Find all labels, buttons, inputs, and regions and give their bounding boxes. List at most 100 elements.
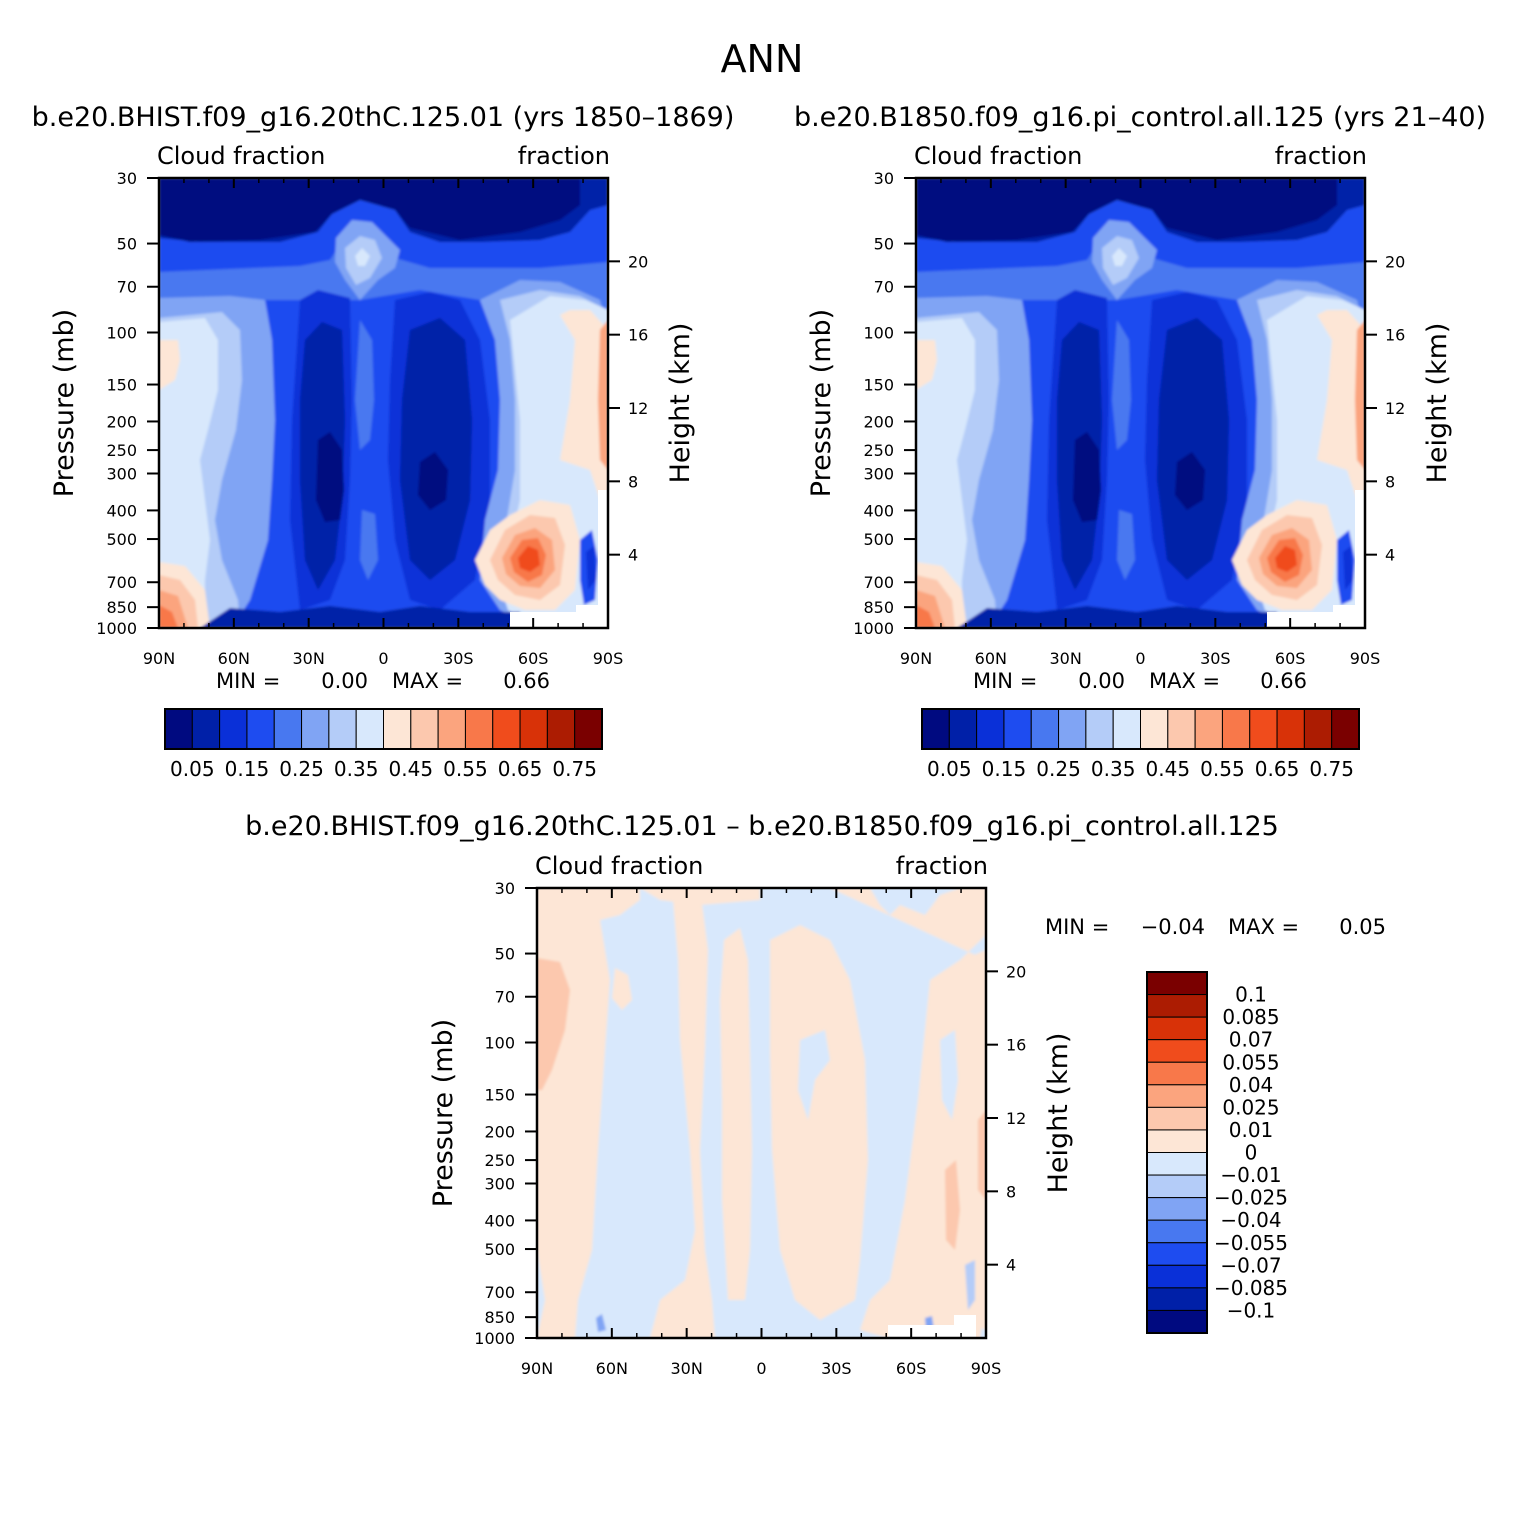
colorbar-swatch <box>1003 708 1032 750</box>
right-y-label-right: Height (km) <box>1422 323 1453 484</box>
x-tick-label: 0 <box>378 649 388 668</box>
y-right-tick-label: 20 <box>1006 962 1026 981</box>
colorbar-swatch <box>1058 708 1087 750</box>
colorbar-swatch <box>976 708 1005 750</box>
y-tick-label: 500 <box>863 530 894 549</box>
diff-axes: 90N 60N 30N 0 30S 60S 90S 30 50 70 100 150 200 250 300… <box>474 879 1026 1378</box>
y-tick-label: 50 <box>874 235 894 254</box>
left-max-value: 0.66 <box>503 669 550 693</box>
colorbar-swatch <box>1146 1197 1208 1221</box>
y-tick-label: 700 <box>106 573 137 592</box>
colorbar-swatch <box>1146 1016 1208 1041</box>
difference-panel-title: b.e20.BHIST.f09_g16.20thC.125.01 – b.e20… <box>245 811 1279 842</box>
colorbar-swatch <box>355 708 384 750</box>
colorbar-swatch <box>1146 1309 1208 1334</box>
y-tick-label: 70 <box>495 988 515 1007</box>
diff-max-label: MAX = <box>1228 915 1299 939</box>
colorbar-swatch <box>328 708 357 750</box>
x-tick-label: 90S <box>593 649 624 668</box>
left-units-label: fraction <box>518 142 610 170</box>
y-tick-label: 1000 <box>853 619 894 638</box>
colorbar-label: −0.04 <box>1220 1208 1281 1232</box>
y-tick-label: 150 <box>863 376 894 395</box>
colorbar-label: 0.055 <box>1222 1050 1279 1074</box>
y-tick-label: 200 <box>863 412 894 431</box>
diff-contour-field <box>537 888 986 1338</box>
x-tick-label: 90N <box>143 649 175 668</box>
diff-units-label: fraction <box>896 852 988 880</box>
y-tick-label: 500 <box>106 530 137 549</box>
colorbar-swatch <box>219 708 248 750</box>
y-tick-label: 700 <box>484 1283 515 1302</box>
colorbar-label: 0.55 <box>1200 757 1245 781</box>
right-variable-label: Cloud fraction <box>914 142 1082 170</box>
y-right-tick-label: 4 <box>1006 1256 1016 1275</box>
colorbar-label: 0.35 <box>1091 757 1136 781</box>
left-axes: 90N 60N 30N 0 30S 60S 90S 30 50 70 100 150 200 250 300… <box>96 169 648 668</box>
y-tick-label: 850 <box>106 598 137 617</box>
colorbar-swatch <box>492 708 521 750</box>
y-tick-label: 30 <box>117 169 137 188</box>
x-tick-label: 0 <box>1135 649 1145 668</box>
diff-max-value: 0.05 <box>1339 915 1386 939</box>
y-tick-label: 400 <box>484 1211 515 1230</box>
colorbar-label: −0.07 <box>1220 1253 1281 1277</box>
colorbar-swatch <box>1194 708 1223 750</box>
y-tick-label: 250 <box>863 441 894 460</box>
diff-min-value: −0.04 <box>1141 915 1205 939</box>
y-tick-label: 300 <box>863 464 894 483</box>
colorbar-swatch <box>921 708 950 750</box>
y-tick-label: 30 <box>495 879 515 898</box>
left-panel: Cloud fraction fraction <box>49 142 696 781</box>
diff-colorbar: 0.10.0850.070.0550.040.0250.010−0.01−0.0… <box>1146 971 1288 1334</box>
y-tick-label: 1000 <box>474 1329 515 1348</box>
y-right-tick-label: 8 <box>1006 1182 1016 1201</box>
colorbar-label: 0.15 <box>225 757 270 781</box>
colorbar-label: 0.01 <box>1229 1118 1274 1142</box>
right-min-value: 0.00 <box>1078 669 1125 693</box>
y-tick-label: 70 <box>874 278 894 297</box>
colorbar-swatch <box>1146 1287 1208 1311</box>
y-right-tick-label: 16 <box>628 326 648 345</box>
y-tick-label: 30 <box>874 169 894 188</box>
x-tick-label: 90N <box>900 649 932 668</box>
colorbar-label: −0.01 <box>1220 1163 1281 1187</box>
colorbar-swatch <box>464 708 494 750</box>
y-tick-label: 850 <box>484 1308 515 1327</box>
colorbar-label: 0.07 <box>1229 1028 1274 1052</box>
colorbar-swatch <box>519 708 548 750</box>
colorbar-swatch <box>383 708 412 750</box>
colorbar-label: 0 <box>1245 1141 1258 1165</box>
colorbar-swatch <box>574 708 603 750</box>
y-right-tick-label: 4 <box>628 546 638 565</box>
x-tick-label: 60N <box>975 649 1007 668</box>
x-tick-label: 90S <box>971 1359 1002 1378</box>
x-tick-label: 60S <box>518 649 549 668</box>
colorbar-label: 0.45 <box>1146 757 1191 781</box>
y-tick-label: 150 <box>484 1086 515 1105</box>
colorbar-label: 0.55 <box>443 757 488 781</box>
y-right-tick-label: 12 <box>1385 399 1405 418</box>
y-tick-label: 50 <box>117 235 137 254</box>
left-min-label: MIN = <box>216 669 280 693</box>
diff-y-label: Pressure (mb) <box>428 1019 459 1207</box>
colorbar-label: −0.085 <box>1214 1276 1288 1300</box>
y-tick-label: 1000 <box>96 619 137 638</box>
y-tick-label: 200 <box>106 412 137 431</box>
x-tick-label: 60S <box>1275 649 1306 668</box>
y-right-tick-label: 4 <box>1385 546 1395 565</box>
y-tick-label: 100 <box>863 324 894 343</box>
x-tick-label: 30S <box>1200 649 1231 668</box>
x-tick-label: 90S <box>1350 649 1381 668</box>
right-axes: 90N 60N 30N 0 30S 60S 90S 30 50 70 100 150 200 250 300… <box>853 169 1405 668</box>
y-tick-label: 850 <box>863 598 894 617</box>
colorbar-swatch <box>273 708 303 750</box>
right-y-label: Pressure (mb) <box>806 309 837 497</box>
left-y-label: Pressure (mb) <box>49 309 80 497</box>
colorbar-label: −0.055 <box>1214 1231 1288 1255</box>
colorbar-swatch <box>1030 708 1060 750</box>
y-right-tick-label: 12 <box>628 399 648 418</box>
colorbar-label: 0.15 <box>982 757 1027 781</box>
x-tick-label: 60N <box>596 1359 628 1378</box>
colorbar-swatch <box>1085 708 1114 750</box>
